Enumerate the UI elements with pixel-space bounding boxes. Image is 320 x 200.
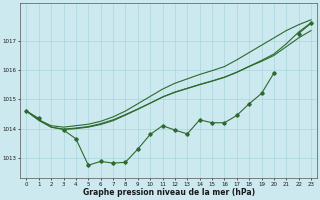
X-axis label: Graphe pression niveau de la mer (hPa): Graphe pression niveau de la mer (hPa) xyxy=(83,188,255,197)
